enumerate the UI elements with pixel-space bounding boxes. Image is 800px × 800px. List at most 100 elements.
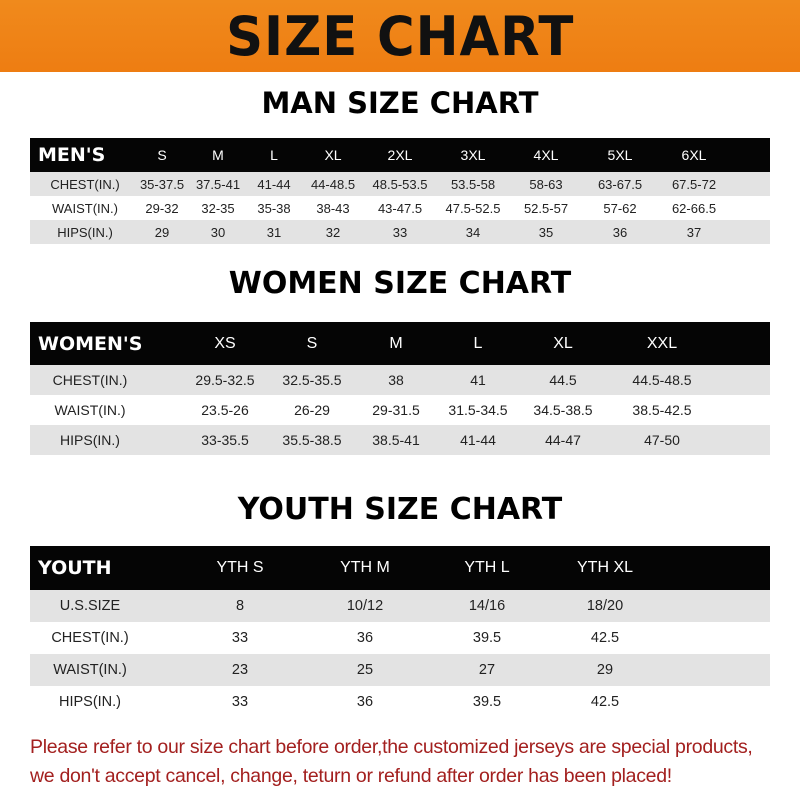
row-label: HIPS(IN.) (58, 694, 122, 710)
youth-size-table: YOUTH YTH S YTH M YTH L YTH XL U.S.SIZE 8 10/12… (30, 546, 770, 718)
table-row: WAIST(IN.) 29-32 32-35 35-38 38-43 43-47.5 47.… (30, 196, 770, 220)
measurement-cell: 31.5-34.5 (448, 402, 508, 418)
measurement-cell: 38-43 (316, 200, 350, 216)
header-row: MEN'S S M L XL 2XL 3XL 4XL 5XL 6XL (30, 138, 770, 172)
size-header: M (389, 334, 403, 352)
measurement-cell: 41-44 (257, 176, 291, 192)
measurement-cell: 42.5 (590, 630, 620, 646)
row-label: WAIST(IN.) (53, 662, 127, 678)
women-section-title: WOMEN SIZE CHART (228, 266, 572, 301)
measurement-cell: 26-29 (294, 402, 330, 418)
measurement-cell: 47-50 (644, 432, 680, 448)
table-row: HIPS(IN.) 33-35.5 35.5-38.5 38.5-41 41-44 44-… (30, 425, 770, 455)
measurement-cell: 29.5-32.5 (195, 372, 255, 388)
size-header: XXL (646, 334, 678, 352)
measurement-cell: 33 (231, 694, 249, 710)
size-header: YTH S (216, 559, 264, 576)
measurement-cell: 35 (538, 224, 554, 240)
measurement-cell: 53.5-58 (450, 176, 496, 192)
measurement-cell: 42.5 (590, 694, 620, 710)
women-size-table: WOMEN'S XS S M L XL XXL CHEST(IN.) 29.5-32.5 32.5… (30, 322, 770, 455)
measurement-cell: 36 (356, 694, 374, 710)
measurement-cell: 44.5 (549, 372, 577, 388)
measurement-cell: 41-44 (460, 432, 496, 448)
table-row: WAIST(IN.) 23 25 27 29 (30, 654, 770, 686)
row-label: CHEST(IN.) (50, 176, 120, 192)
disclaimer-note: Please refer to our size chart before or… (30, 733, 790, 791)
measurement-cell: 29 (596, 662, 614, 678)
measurement-cell: 44-47 (545, 432, 581, 448)
measurement-cell: 33 (392, 224, 408, 240)
men-section-title: MAN SIZE CHART (261, 86, 539, 120)
measurement-cell: 35-38 (257, 200, 291, 216)
measurement-cell: 23.5-26 (201, 402, 249, 418)
measurement-cell: 36 (356, 630, 374, 646)
table-row: U.S.SIZE 8 10/12 14/16 18/20 (30, 590, 770, 622)
measurement-cell: 58-63 (529, 176, 563, 192)
table-row: HIPS(IN.) 29 30 31 32 33 34 35 36 37 (30, 220, 770, 244)
title-banner: SIZE CHART (0, 0, 800, 72)
measurement-cell: 31 (266, 224, 282, 240)
row-label: WAIST(IN.) (54, 402, 126, 418)
measurement-cell: 35-37.5 (139, 176, 185, 192)
measurement-cell: 32-35 (201, 200, 235, 216)
measurement-cell: 38 (388, 372, 404, 388)
size-header: L (473, 334, 483, 352)
measurement-cell: 36 (612, 224, 628, 240)
measurement-cell: 29-31.5 (372, 402, 420, 418)
size-header: M (212, 147, 224, 163)
measurement-cell: 32.5-35.5 (282, 372, 342, 388)
table-row: CHEST(IN.) 35-37.5 37.5-41 41-44 44-48.5 48.5… (30, 172, 770, 196)
measurement-cell: 30 (210, 224, 226, 240)
measurement-cell: 10/12 (346, 598, 384, 614)
size-header: 6XL (681, 147, 707, 163)
header-row: YOUTH YTH S YTH M YTH L YTH XL (30, 546, 770, 590)
measurement-cell: 34 (465, 224, 481, 240)
page-title: SIZE CHART (225, 4, 575, 68)
table-row: CHEST(IN.) 33 36 39.5 42.5 (30, 622, 770, 654)
measurement-cell: 32 (325, 224, 341, 240)
measurement-cell: 39.5 (472, 694, 502, 710)
men-size-table: MEN'S S M L XL 2XL 3XL 4XL 5XL 6XL CHEST(IN.) 35-37… (30, 138, 770, 244)
size-header: XS (214, 334, 236, 352)
row-label: CHEST(IN.) (52, 372, 128, 388)
measurement-cell: 44.5-48.5 (632, 372, 692, 388)
table-row: HIPS(IN.) 33 36 39.5 42.5 (30, 686, 770, 718)
size-header: 5XL (607, 147, 633, 163)
size-header: XL (324, 147, 342, 163)
measurement-cell: 52.5-57 (523, 200, 569, 216)
size-header: 2XL (387, 147, 413, 163)
measurement-cell: 29 (154, 224, 170, 240)
measurement-cell: 23 (231, 662, 249, 678)
measurement-cell: 44-48.5 (310, 176, 356, 192)
measurement-cell: 67.5-72 (671, 176, 717, 192)
measurement-cell: 27 (478, 662, 496, 678)
measurement-cell: 62-66.5 (671, 200, 717, 216)
row-label: HIPS(IN.) (57, 224, 113, 240)
size-header: YTH M (340, 559, 390, 576)
header-label: MEN'S (38, 144, 106, 166)
measurement-cell: 41 (470, 372, 486, 388)
size-header: 3XL (460, 147, 486, 163)
measurement-cell: 63-67.5 (597, 176, 643, 192)
size-header: L (270, 147, 278, 163)
header-label: WOMEN'S (38, 332, 143, 355)
size-header: YTH L (464, 559, 510, 576)
measurement-cell: 39.5 (472, 630, 502, 646)
measurement-cell: 37 (686, 224, 702, 240)
youth-section-title: YOUTH SIZE CHART (237, 492, 563, 527)
measurement-cell: 34.5-38.5 (533, 402, 593, 418)
measurement-cell: 35.5-38.5 (282, 432, 342, 448)
measurement-cell: 25 (356, 662, 374, 678)
header-label: YOUTH (38, 557, 112, 579)
measurement-cell: 18/20 (586, 598, 624, 614)
size-header: 4XL (533, 147, 559, 163)
row-label: HIPS(IN.) (60, 432, 120, 448)
measurement-cell: 38.5-41 (372, 432, 420, 448)
measurement-cell: 38.5-42.5 (632, 402, 692, 418)
row-label: U.S.SIZE (59, 598, 121, 614)
measurement-cell: 33-35.5 (201, 432, 249, 448)
size-header: S (157, 147, 167, 163)
note-line: we don't accept cancel, change, teturn o… (30, 765, 672, 787)
measurement-cell: 29-32 (145, 200, 179, 216)
